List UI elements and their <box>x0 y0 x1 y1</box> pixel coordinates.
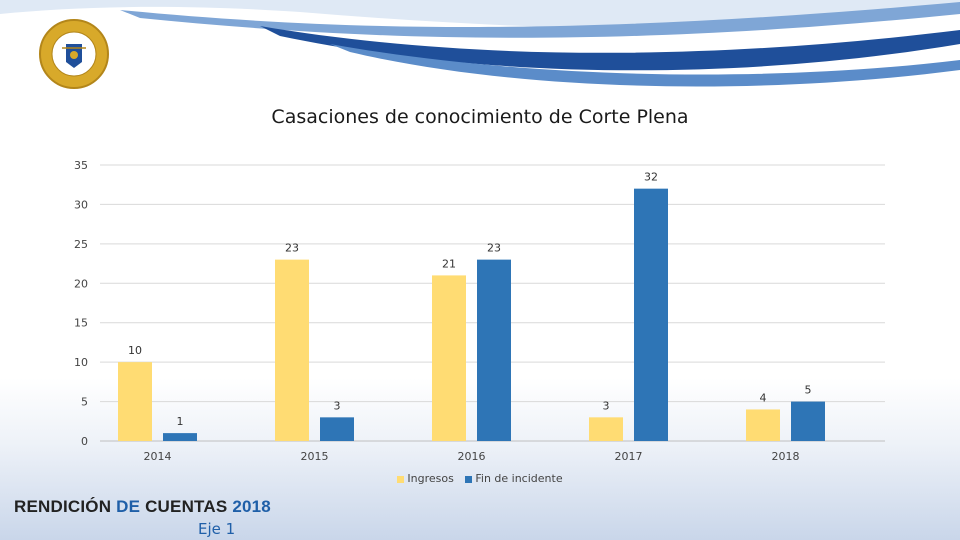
y-tick-label: 30 <box>74 198 88 211</box>
bar-fin-incidente <box>163 433 197 441</box>
x-tick-label: 2015 <box>301 450 329 463</box>
data-label: 4 <box>760 391 767 404</box>
y-axis-ticks: 0 5 10 15 20 25 30 35 <box>74 159 88 448</box>
data-label: 21 <box>442 257 456 270</box>
bar-fin-incidente <box>791 401 825 441</box>
chart-title: Casaciones de conocimiento de Corte Plen… <box>271 106 689 128</box>
data-label: 3 <box>334 399 341 412</box>
y-tick-label: 35 <box>74 159 88 172</box>
legend-swatch-ingresos <box>397 475 405 483</box>
judicial-seal-logo <box>39 19 109 89</box>
bar-fin-incidente <box>320 417 354 441</box>
bar-fin-incidente <box>634 188 668 441</box>
y-tick-label: 25 <box>74 238 88 251</box>
data-label: 23 <box>285 242 299 255</box>
legend-label-ingresos: Ingresos <box>407 472 454 485</box>
x-tick-label: 2017 <box>615 450 643 463</box>
header-wave-decoration <box>0 0 960 87</box>
footer-brand-word3: CUENTAS <box>145 497 233 516</box>
legend-swatch-fin-incidente <box>465 475 473 483</box>
bar-ingresos <box>589 417 623 441</box>
data-label: 3 <box>603 399 610 412</box>
bar-ingresos <box>275 259 309 441</box>
data-labels: 10 1 23 3 21 23 3 32 4 5 <box>128 171 812 428</box>
x-tick-label: 2018 <box>772 450 800 463</box>
footer-axis-label: Eje 1 <box>198 520 236 538</box>
x-tick-label: 2016 <box>458 450 486 463</box>
legend-label-fin-incidente: Fin de incidente <box>475 472 563 485</box>
legend-item-fin-incidente: Fin de incidente <box>465 472 563 485</box>
data-label: 5 <box>805 384 812 397</box>
data-label: 23 <box>487 242 501 255</box>
data-label: 32 <box>644 171 658 184</box>
y-tick-label: 20 <box>74 277 88 290</box>
y-tick-label: 0 <box>81 435 88 448</box>
bar-ingresos <box>118 362 152 441</box>
footer-brand-word2: DE <box>116 497 146 516</box>
y-tick-label: 5 <box>81 396 88 409</box>
data-label: 1 <box>177 415 184 428</box>
chart-legend: Ingresos Fin de incidente <box>0 472 960 485</box>
data-label: 10 <box>128 344 142 357</box>
footer-brand-year: 2018 <box>232 497 271 516</box>
y-tick-label: 15 <box>74 317 88 330</box>
legend-item-ingresos: Ingresos <box>397 472 454 485</box>
footer-brand: RENDICIÓN DE CUENTAS 2018 <box>14 497 271 517</box>
y-tick-label: 10 <box>74 356 88 369</box>
bar-ingresos <box>746 409 780 441</box>
bar-ingresos <box>432 275 466 441</box>
x-axis-ticks: 2014 2015 2016 2017 2018 <box>144 450 800 463</box>
footer-brand-word1: RENDICIÓN <box>14 497 117 516</box>
bars <box>118 188 825 441</box>
x-tick-label: 2014 <box>144 450 172 463</box>
bar-fin-incidente <box>477 259 511 441</box>
